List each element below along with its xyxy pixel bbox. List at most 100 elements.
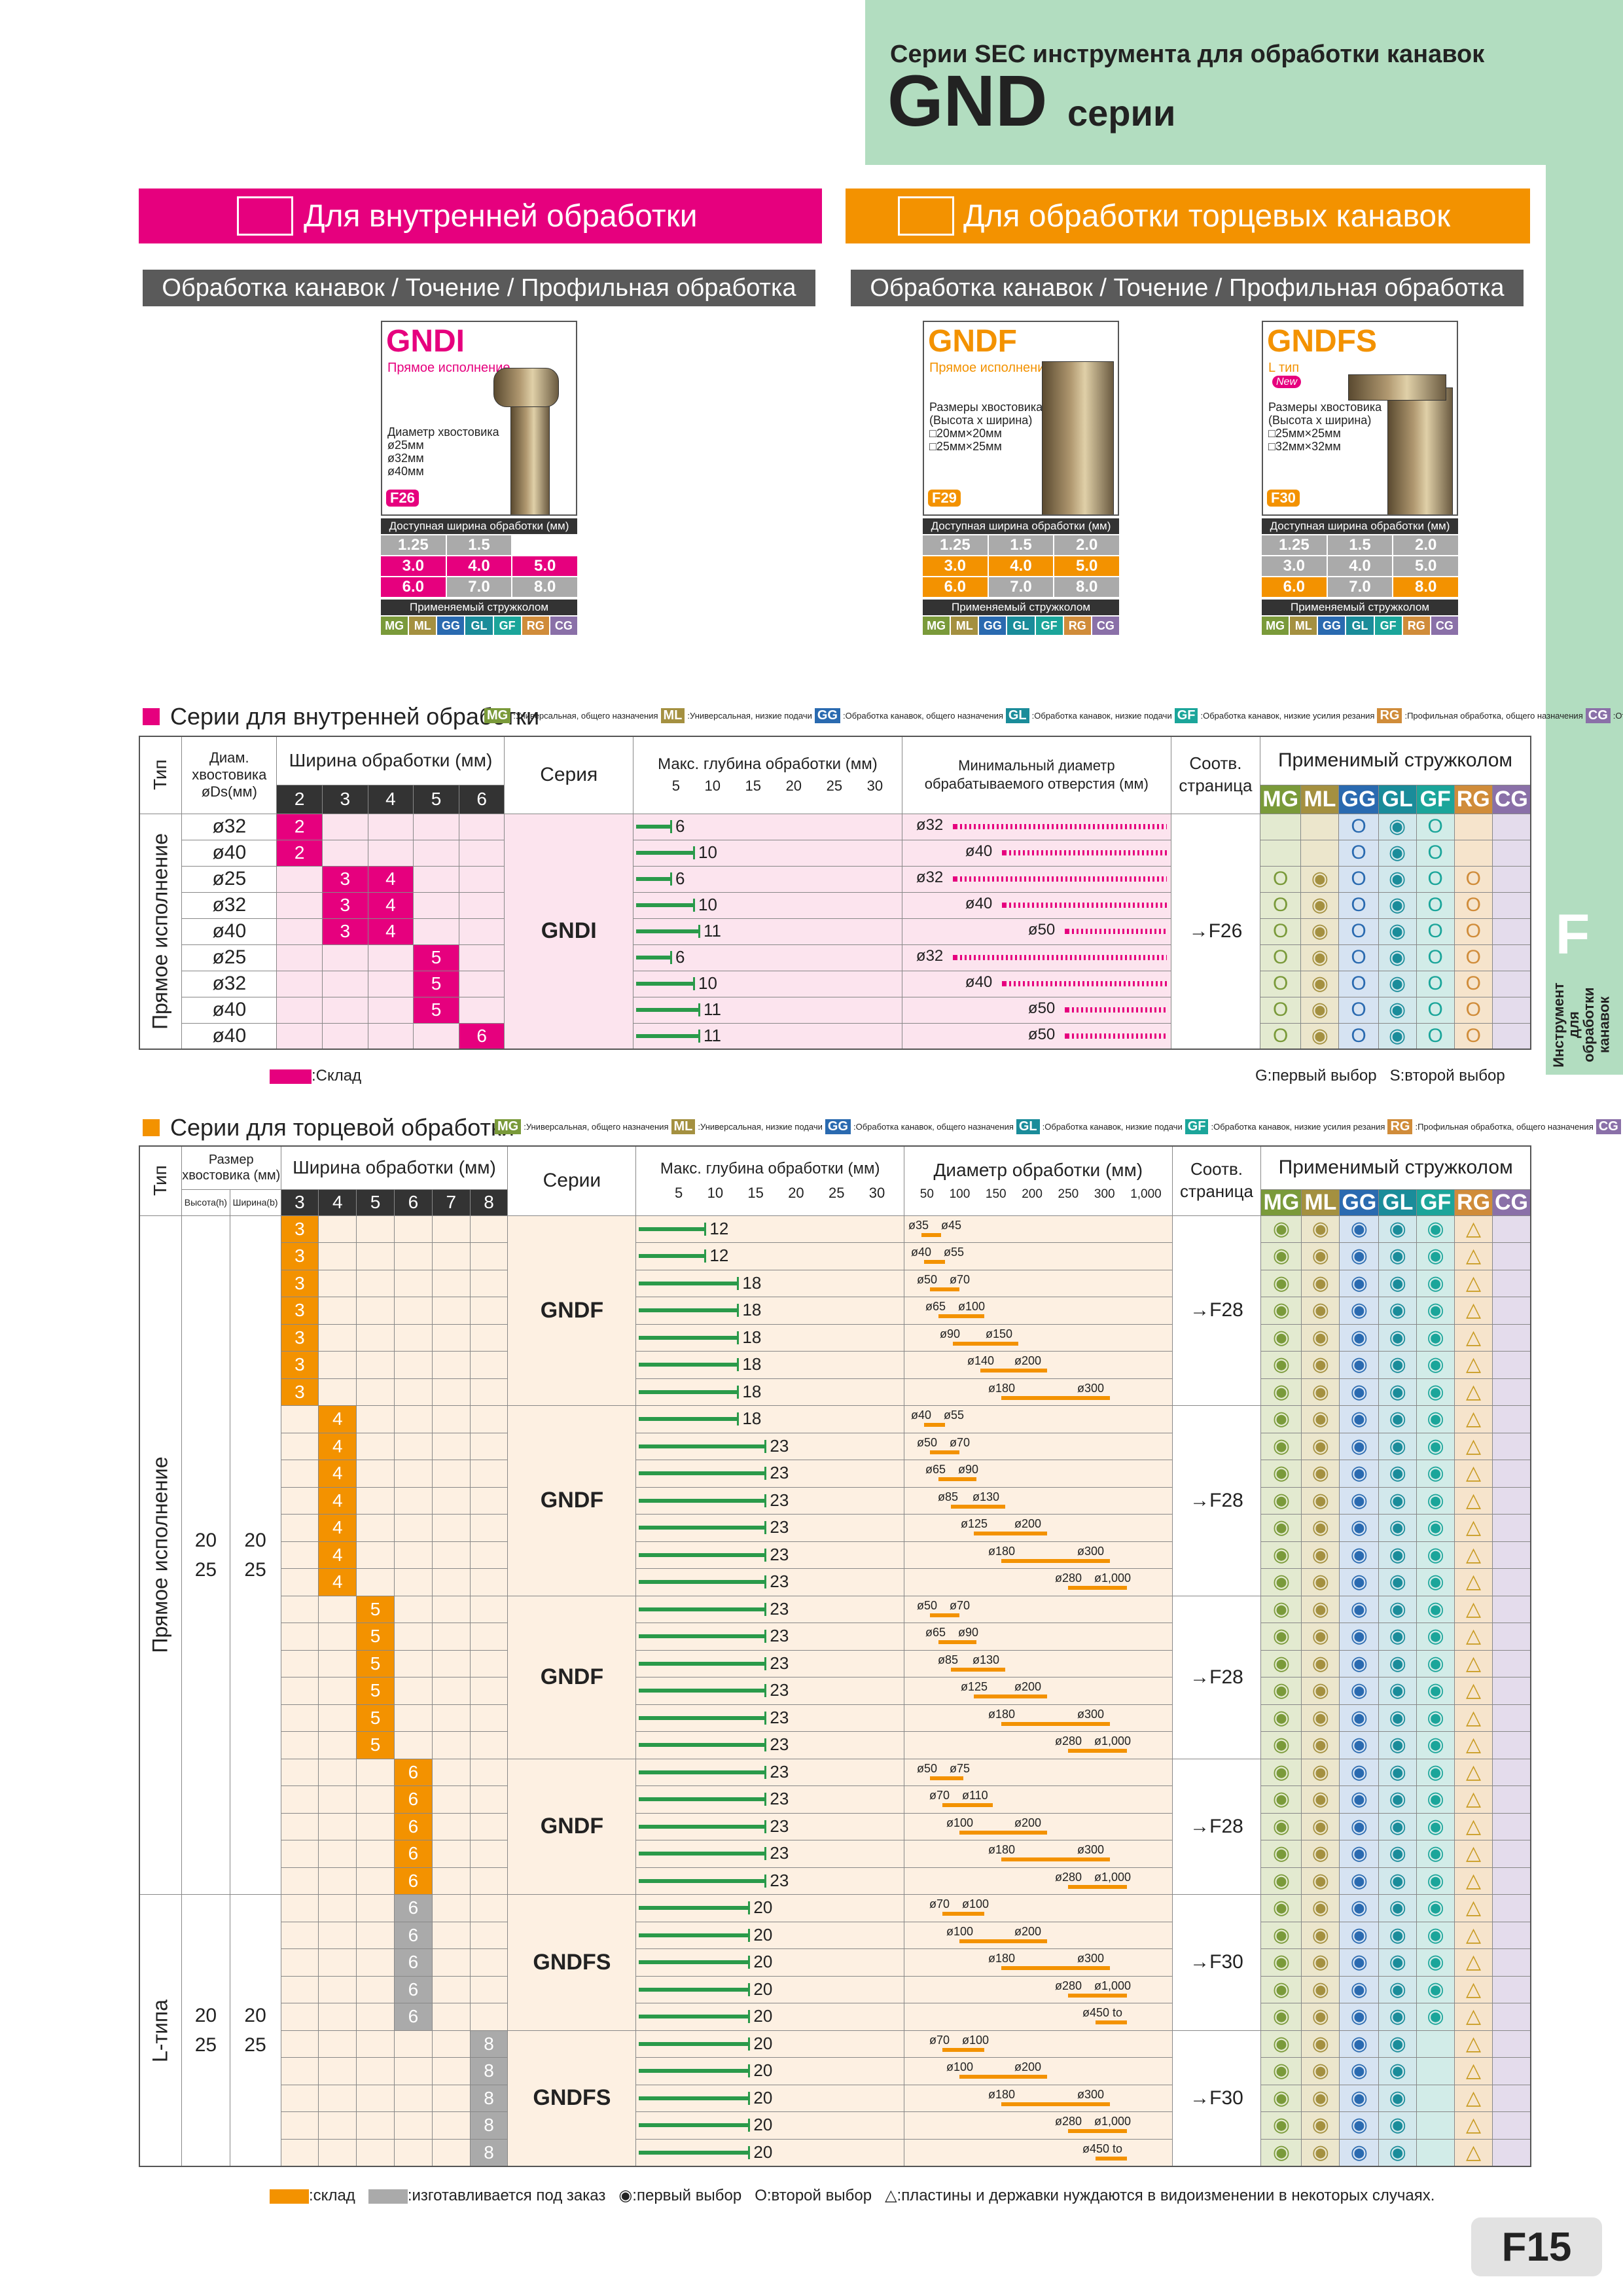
width-cell: [431, 1378, 471, 1406]
depth-value: 23: [770, 1843, 789, 1863]
avail-width-cell: 2.0: [1393, 535, 1458, 555]
face-groove-icon: [898, 196, 954, 236]
mindia-value: ø50: [1027, 1025, 1056, 1043]
breaker-cell-gf: O: [1416, 865, 1455, 893]
width-cell: [469, 1323, 508, 1352]
breaker-cg: CG: [1431, 617, 1458, 635]
table-row: 6 GNDF 23 ø50 ø75 →F28 ◉ ◉ ◉ ◉ ◉ △: [139, 1758, 1531, 1895]
width-cell: [393, 1460, 433, 1488]
breaker-cell-rg: △: [1454, 1351, 1493, 1379]
breaker-cell-ml: ◉: [1301, 1731, 1340, 1759]
breaker-cell-gf: ◉: [1416, 1731, 1455, 1759]
breaker-cell-gg: ◉: [1339, 2030, 1380, 2058]
width-cell: [431, 1541, 471, 1569]
width-head: 8: [469, 1189, 508, 1216]
breaker-cell-gf: ◉: [1416, 1378, 1455, 1406]
mindia-cell: ø32: [901, 944, 1171, 971]
dia-cell: ø180 ø300: [903, 1378, 1173, 1406]
dia-tick: 150: [985, 1187, 1007, 1202]
breaker-cell-gg: O: [1338, 970, 1379, 997]
width-cell: [367, 813, 414, 840]
breaker-cell-gg: ◉: [1339, 2111, 1380, 2140]
width-cell: [318, 1840, 357, 1868]
dia-max: ø1,000: [1094, 1571, 1132, 1585]
col-width: Ширина обработки (мм): [280, 1145, 508, 1190]
dia-min: ø90: [939, 1327, 961, 1340]
width-cell: [318, 1731, 357, 1759]
breaker-cell-gg: ◉: [1339, 1840, 1380, 1868]
width-cell: [469, 1649, 508, 1677]
width-cell: [469, 1297, 508, 1325]
mindia-value: ø50: [1027, 921, 1056, 939]
breaker-cell-rg: △: [1454, 1704, 1493, 1732]
breaker-cell-cg: [1491, 1921, 1531, 1949]
row-page: →F28: [1171, 1405, 1262, 1596]
width-cell: [458, 996, 505, 1024]
dia-max: ø70: [949, 1272, 971, 1286]
dia-bar: [923, 1423, 945, 1427]
dia-cell: ø85 ø130: [903, 1649, 1173, 1677]
dia-cell: ø90 ø150: [903, 1323, 1173, 1352]
breaker-cell-gf: ◉: [1416, 1323, 1455, 1352]
breaker-cell-rg: △: [1454, 1785, 1493, 1814]
width-cell: [356, 1405, 395, 1433]
depth-cell: 6: [632, 865, 902, 893]
depth-bar: [639, 1770, 765, 1774]
breaker-cell-rg: △: [1454, 1432, 1493, 1460]
breaker-head-mg: MG: [1260, 784, 1302, 814]
width-cell: [318, 1297, 357, 1325]
dia-min: ø180: [988, 1843, 1016, 1857]
width-cell: [393, 2111, 433, 2140]
page-number: F15: [1471, 2217, 1602, 2276]
breaker-cell-gf: ◉: [1416, 1975, 1455, 2003]
width-cell: 6: [393, 1894, 433, 1922]
width-cell: [356, 2057, 395, 2085]
dia-min: ø280: [1054, 1870, 1082, 1884]
depth-cell: 20: [635, 1975, 904, 2003]
breaker-cell-ml: ◉: [1300, 970, 1340, 997]
breaker-cell-rg: △: [1454, 1242, 1493, 1270]
width-cell: [356, 1432, 395, 1460]
foot-tri: △:пластины и державки нуждаются в видоиз…: [885, 2187, 1435, 2204]
dia-cell: ø50 ø70: [903, 1432, 1173, 1460]
col-series: Серия: [504, 736, 633, 814]
width-cell: [431, 1975, 471, 2003]
avail-width-cell: 1.5: [446, 535, 512, 555]
card-desc-line: ø32мм: [387, 452, 424, 465]
breaker-gl: GL: [1007, 617, 1035, 635]
avail-width-cell: 5.0: [512, 556, 577, 576]
width-cell: 5: [356, 1704, 395, 1732]
dia-min: ø70: [929, 1897, 950, 1911]
breaker-cell-ml: [1300, 813, 1340, 840]
breaker-cell-gg: O: [1338, 918, 1379, 945]
card-avail-block: Доступная ширина обработки (мм) 1.25 1.5 3.…: [381, 518, 577, 635]
depth-value: 20: [753, 1924, 773, 1945]
depth-tick: 10: [707, 1185, 724, 1202]
breaker-cell-ml: ◉: [1301, 1297, 1340, 1325]
depth-tick: 30: [866, 778, 883, 795]
width-cell: [393, 2084, 433, 2112]
width-cell: [431, 1921, 471, 1949]
breaker-cell-ml: [1300, 839, 1340, 867]
width-cell: [280, 2030, 319, 2058]
width-cell: [469, 1405, 508, 1433]
dia-max: ø70: [949, 1598, 971, 1612]
legend-text: :Обработка канавок, общего назначения: [842, 711, 1003, 721]
breaker-rg: RG: [522, 617, 549, 635]
width-cell: [322, 944, 368, 971]
depth-value: 20: [753, 2087, 773, 2108]
breaker-cell-gg: O: [1338, 891, 1379, 919]
breaker-cell-rg: △: [1454, 1894, 1493, 1922]
breaker-cell-ml: ◉: [1301, 1867, 1340, 1895]
breaker-cell-gg: O: [1338, 865, 1379, 893]
breaker-cell-gg: ◉: [1339, 2057, 1380, 2085]
width-cell: [393, 1297, 433, 1325]
width-cell: [469, 1242, 508, 1270]
breaker-cell-gg: ◉: [1339, 1921, 1380, 1949]
breaker-cell-cg: [1491, 1242, 1531, 1270]
depth-bar: [639, 1552, 765, 1557]
depth-cell: 23: [635, 1867, 904, 1895]
row-diam: ø40: [181, 996, 277, 1024]
depth-cell: 23: [635, 1812, 904, 1840]
width-cell: 6: [393, 1785, 433, 1814]
